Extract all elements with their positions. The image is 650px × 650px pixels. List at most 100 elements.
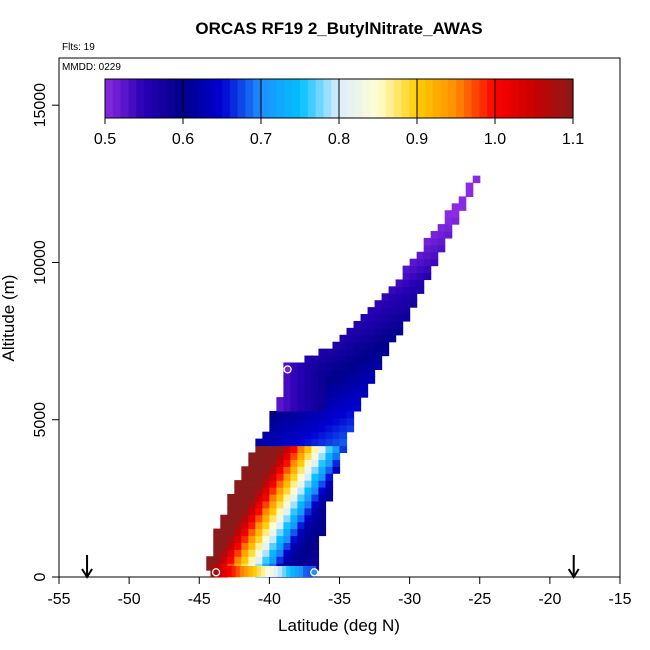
colorbar-swatch (198, 79, 207, 118)
curtain-cell (290, 528, 299, 537)
curtain-cell (311, 473, 320, 481)
curtain-cell (283, 521, 292, 530)
curtain-cell (269, 417, 277, 426)
curtain-cell (297, 445, 306, 454)
curtain-cell (262, 459, 270, 467)
curtain-cell (346, 348, 355, 357)
curtain-cell (283, 528, 292, 537)
curtain-cell (290, 362, 299, 370)
curtain-cell (311, 500, 320, 509)
curtain-cell (332, 355, 341, 364)
curtain-cell (234, 507, 242, 516)
surface-track-cell (277, 565, 283, 577)
curtain-cell (311, 410, 320, 419)
colorbar (104, 78, 574, 119)
colorbar-swatch (128, 79, 137, 118)
curtain-cell (332, 424, 341, 433)
curtain-cell (255, 521, 263, 530)
curtain-cell (269, 410, 277, 419)
curtain-cell (367, 341, 376, 350)
curtain-cell (346, 341, 355, 350)
curtain-cell (444, 217, 453, 225)
curtain-cell (297, 452, 306, 460)
curtain-cell (269, 473, 277, 481)
curtain-cell (395, 300, 404, 308)
curtain-cell (276, 473, 284, 481)
curtain-cell (367, 369, 376, 377)
curtain-cell (318, 410, 327, 419)
curtain-cell (458, 203, 467, 211)
flights-label: Flts: 19 (62, 42, 95, 53)
curtain-cell (325, 390, 334, 398)
curtain-cell (360, 341, 369, 350)
curtain-cell (255, 556, 263, 564)
colorbar-swatch (401, 79, 410, 118)
curtain-cell (353, 327, 362, 336)
curtain-cell (255, 549, 263, 557)
colorbar-swatch (253, 79, 262, 118)
curtain-cell (241, 507, 249, 516)
colorbar-swatch (354, 79, 363, 118)
curtain-cell (283, 410, 292, 419)
curtain-cell (381, 327, 390, 336)
curtain-cell (262, 549, 270, 557)
curtain-cell (283, 542, 292, 550)
curtain-cell (416, 265, 425, 274)
curtain-cell (290, 500, 299, 509)
curtain-cell (262, 507, 270, 516)
curtain-cell (311, 376, 320, 384)
curtain-cell (241, 493, 249, 502)
curtain-cell (318, 452, 327, 460)
curtain-cell (262, 556, 270, 564)
curtain-cell (290, 431, 299, 440)
curtain-cell (262, 514, 270, 523)
curtain-cell (304, 535, 313, 543)
curtain-cell (332, 341, 341, 350)
colorbar-swatch (237, 79, 246, 118)
curtain-cell (332, 438, 341, 447)
colorbar-swatch (144, 79, 153, 118)
curtain-cell (276, 452, 284, 460)
curtain-cell (255, 480, 263, 488)
curtain-cell (367, 362, 376, 370)
curtain-cell (318, 431, 327, 440)
curtain-cell (374, 334, 383, 343)
curtain-cell (353, 397, 362, 405)
curtain-cell (248, 493, 256, 502)
sample-marker (310, 568, 319, 577)
curtain-cell (353, 355, 362, 364)
curtain-cell (367, 307, 376, 315)
curtain-cell (283, 500, 292, 509)
colorbar-swatch (214, 79, 223, 118)
curtain-cell (332, 410, 341, 419)
x-tick-label: -50 (118, 591, 141, 608)
curtain-cell (241, 535, 249, 543)
curtain-cell (318, 507, 327, 516)
curtain-cell (451, 203, 460, 211)
curtain-cell (465, 182, 474, 191)
curtain-cell (374, 348, 383, 357)
curtain-cell (255, 507, 263, 516)
curtain-cell (430, 251, 439, 260)
curtain-cell (374, 327, 383, 336)
curtain-cell (304, 397, 313, 405)
arrow-layer (81, 555, 580, 579)
curtain-cell (248, 535, 256, 543)
surface-track-cell (281, 565, 287, 577)
curtain-cell (360, 327, 369, 336)
curtain-cell (311, 362, 320, 370)
curtain-cell (241, 500, 249, 509)
curtain-cell (332, 390, 341, 398)
curtain-cell (276, 514, 284, 523)
colorbar-swatch (159, 79, 168, 118)
curtain-cell (437, 231, 446, 239)
colorbar-swatch (362, 79, 371, 118)
curtain-cell (458, 196, 467, 204)
curtain-cell (409, 272, 418, 281)
curtain-cell (465, 189, 474, 197)
curtain-cell (290, 487, 299, 495)
curtain-cell (374, 320, 383, 329)
curtain-cell (276, 507, 284, 516)
colorbar-swatch (206, 79, 215, 118)
curtain-cell (276, 528, 284, 537)
